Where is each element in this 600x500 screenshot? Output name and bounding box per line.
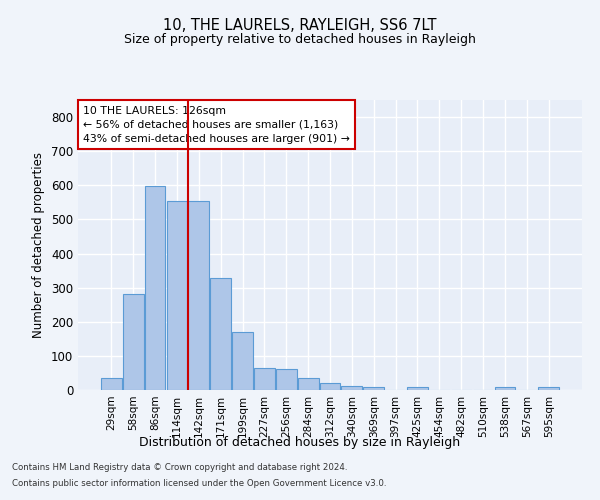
- Bar: [232, 332, 253, 390]
- Y-axis label: Number of detached properties: Number of detached properties: [32, 152, 46, 338]
- Text: 10, THE LAURELS, RAYLEIGH, SS6 7LT: 10, THE LAURELS, RAYLEIGH, SS6 7LT: [163, 18, 437, 32]
- Bar: [407, 388, 428, 390]
- Bar: [364, 386, 384, 390]
- Bar: [494, 388, 515, 390]
- Bar: [276, 368, 296, 390]
- Bar: [210, 278, 231, 390]
- Bar: [538, 388, 559, 390]
- Bar: [254, 368, 275, 390]
- Bar: [188, 202, 209, 390]
- Bar: [341, 386, 362, 390]
- Bar: [320, 383, 340, 390]
- Text: Size of property relative to detached houses in Rayleigh: Size of property relative to detached ho…: [124, 32, 476, 46]
- Text: Contains HM Land Registry data © Crown copyright and database right 2024.: Contains HM Land Registry data © Crown c…: [12, 464, 347, 472]
- Bar: [145, 186, 166, 390]
- Bar: [298, 378, 319, 390]
- Bar: [167, 202, 187, 390]
- Text: Contains public sector information licensed under the Open Government Licence v3: Contains public sector information licen…: [12, 478, 386, 488]
- Text: Distribution of detached houses by size in Rayleigh: Distribution of detached houses by size …: [139, 436, 461, 449]
- Text: 10 THE LAURELS: 126sqm
← 56% of detached houses are smaller (1,163)
43% of semi-: 10 THE LAURELS: 126sqm ← 56% of detached…: [83, 106, 350, 144]
- Bar: [123, 294, 143, 390]
- Bar: [101, 378, 122, 390]
